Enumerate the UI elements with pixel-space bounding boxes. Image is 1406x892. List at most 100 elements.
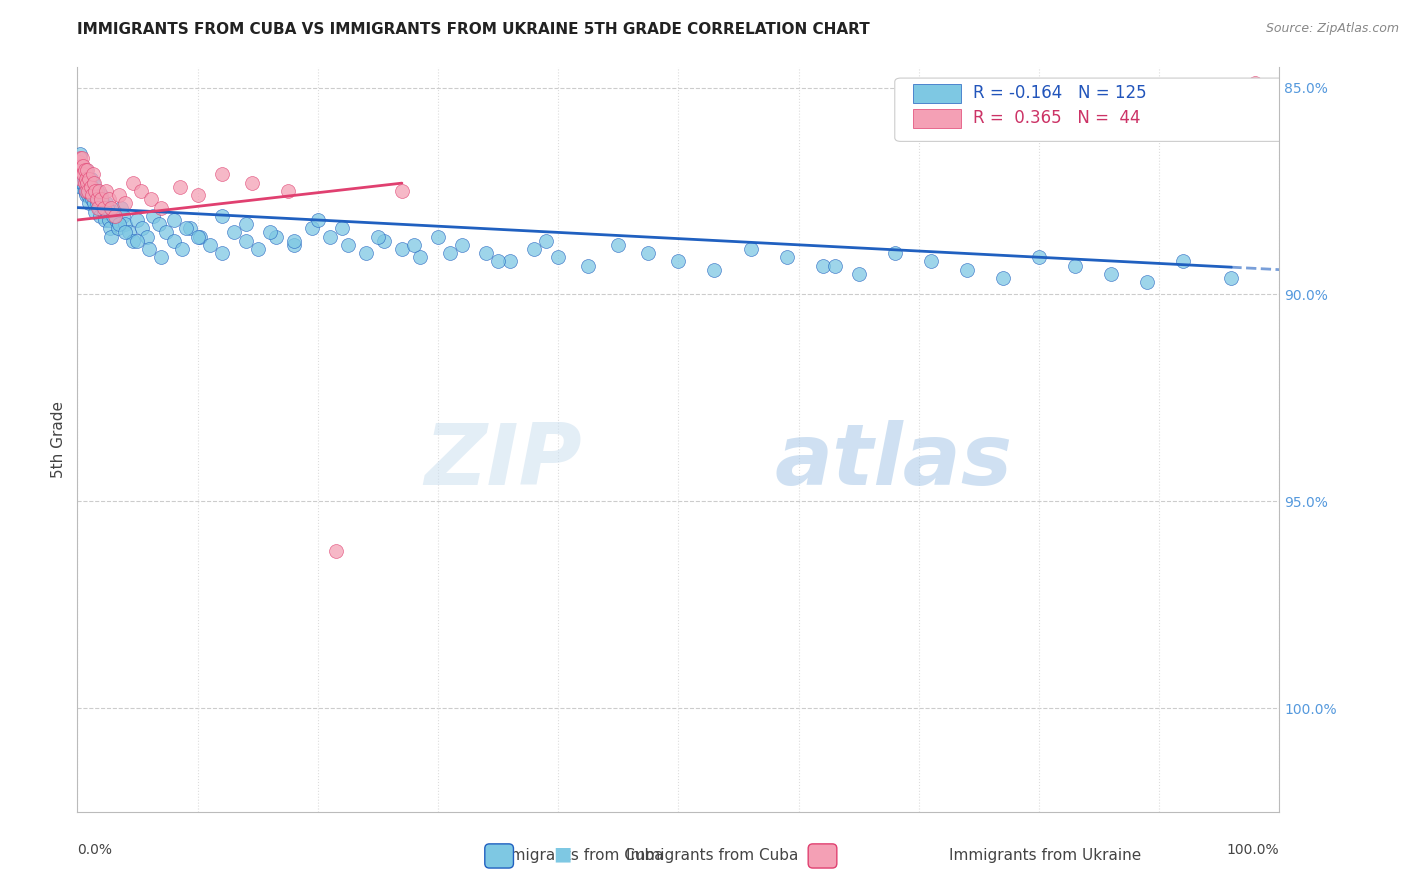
- Point: [108, 188, 131, 202]
- Point: [79, 180, 101, 194]
- Point: [83, 176, 105, 190]
- Point: [97, 213, 120, 227]
- Point: [169, 180, 191, 194]
- Point: [83, 184, 105, 198]
- Point: [136, 229, 159, 244]
- Point: [187, 229, 209, 244]
- Point: [391, 242, 413, 256]
- Point: [824, 259, 846, 273]
- Point: [87, 184, 110, 198]
- Point: [104, 213, 127, 227]
- Point: [108, 217, 131, 231]
- Point: [93, 204, 115, 219]
- Point: [1244, 77, 1267, 91]
- Point: [367, 229, 389, 244]
- Point: [84, 188, 107, 202]
- Point: [82, 176, 104, 190]
- Point: [91, 196, 114, 211]
- Point: [187, 188, 209, 202]
- Point: [246, 242, 269, 256]
- Text: ZIP: ZIP: [425, 420, 582, 503]
- Text: Source: ZipAtlas.com: Source: ZipAtlas.com: [1265, 22, 1399, 36]
- Point: [373, 234, 395, 248]
- Point: [848, 267, 870, 281]
- Point: [127, 213, 149, 227]
- Point: [391, 184, 413, 198]
- Point: [100, 229, 122, 244]
- Point: [259, 226, 281, 240]
- Point: [264, 229, 287, 244]
- Point: [991, 271, 1014, 285]
- Point: [86, 192, 108, 206]
- Point: [811, 259, 834, 273]
- Point: [1028, 250, 1050, 264]
- Point: [409, 250, 432, 264]
- Point: [96, 204, 118, 219]
- Bar: [912, 110, 960, 128]
- Point: [114, 196, 136, 211]
- Point: [100, 201, 122, 215]
- Point: [96, 184, 118, 198]
- Point: [142, 209, 165, 223]
- Point: [150, 250, 173, 264]
- Point: [90, 192, 112, 206]
- Point: [90, 192, 112, 206]
- Point: [127, 234, 149, 248]
- Point: [75, 188, 97, 202]
- Point: [104, 209, 127, 223]
- Point: [87, 201, 110, 215]
- Point: [70, 168, 93, 182]
- Point: [211, 168, 233, 182]
- Point: [89, 209, 111, 223]
- Point: [83, 196, 105, 211]
- Bar: [912, 84, 960, 103]
- Point: [75, 184, 97, 198]
- Point: [121, 176, 143, 190]
- Point: [98, 221, 121, 235]
- Point: [76, 163, 98, 178]
- Point: [73, 171, 96, 186]
- Point: [150, 201, 173, 215]
- Text: IMMIGRANTS FROM CUBA VS IMMIGRANTS FROM UKRAINE 5TH GRADE CORRELATION CHART: IMMIGRANTS FROM CUBA VS IMMIGRANTS FROM …: [77, 22, 870, 37]
- Point: [86, 196, 108, 211]
- Point: [170, 242, 193, 256]
- Point: [1220, 271, 1243, 285]
- Point: [523, 242, 546, 256]
- Point: [69, 163, 91, 178]
- Point: [319, 229, 342, 244]
- Text: R =  0.365   N =  44: R = 0.365 N = 44: [973, 110, 1140, 128]
- Point: [920, 254, 942, 268]
- Point: [69, 146, 91, 161]
- Point: [103, 204, 125, 219]
- Point: [70, 151, 93, 165]
- Text: R = -0.164   N = 125: R = -0.164 N = 125: [973, 84, 1146, 102]
- Point: [427, 229, 450, 244]
- Point: [69, 163, 91, 178]
- Point: [94, 213, 117, 227]
- Point: [740, 242, 762, 256]
- Point: [222, 226, 245, 240]
- Point: [155, 226, 177, 240]
- Point: [86, 184, 108, 198]
- Point: [110, 201, 132, 215]
- Point: [84, 204, 107, 219]
- Point: [79, 180, 101, 194]
- Text: Immigrants from Cuba: Immigrants from Cuba: [461, 848, 664, 863]
- Point: [198, 237, 221, 252]
- Point: [82, 168, 104, 182]
- Point: [211, 246, 233, 260]
- Point: [96, 196, 118, 211]
- Point: [576, 259, 599, 273]
- Point: [72, 168, 94, 182]
- Point: [114, 226, 136, 240]
- Point: [79, 184, 101, 198]
- Point: [1099, 267, 1122, 281]
- Point: [162, 234, 184, 248]
- Point: [103, 209, 125, 223]
- Point: [75, 176, 97, 190]
- Point: [80, 192, 103, 206]
- Point: [76, 176, 98, 190]
- Point: [79, 171, 101, 186]
- Point: [330, 221, 353, 235]
- Text: Immigrants from Cuba: Immigrants from Cuba: [626, 848, 799, 863]
